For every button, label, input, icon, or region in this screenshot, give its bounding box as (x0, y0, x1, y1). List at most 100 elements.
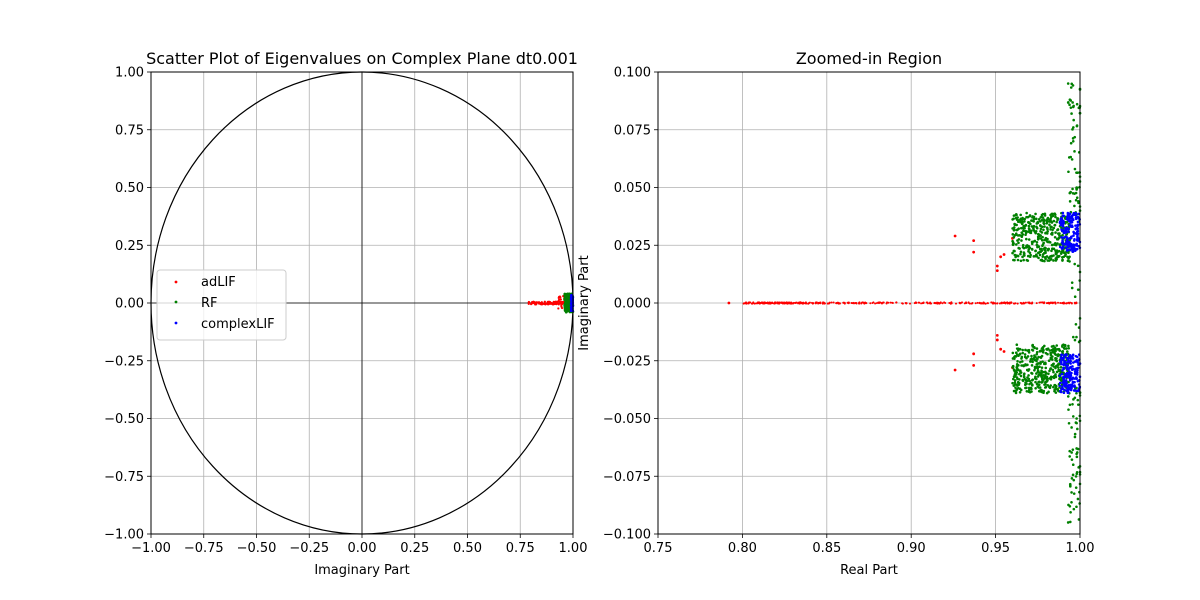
right-point-adlif (842, 301, 845, 304)
right-point-adlif (995, 264, 999, 268)
right-point-complexlif (1067, 230, 1070, 234)
right-point-rf (1045, 391, 1049, 395)
right-point-rf (1071, 128, 1074, 131)
right-point-rf (1075, 391, 1078, 395)
right-point-rf (1041, 255, 1045, 258)
right-point-rf (1068, 449, 1071, 453)
right-point-rf (1058, 243, 1062, 246)
right-point-adlif (1069, 301, 1072, 304)
right-point-complexlif (1066, 386, 1069, 390)
right-point-complexlif (1070, 215, 1074, 219)
right-point-rf (1021, 348, 1024, 352)
right-point-complexlif (1069, 359, 1073, 363)
right-point-adlif (799, 301, 802, 304)
right-point-adlif (1059, 301, 1062, 304)
right-point-rf (1054, 357, 1058, 360)
right-point-adlif (934, 302, 937, 305)
right-point-rf (1067, 344, 1070, 348)
legend: adLIF RF complexLIF (156, 269, 287, 341)
right-point-adlif (1002, 253, 1006, 256)
right-point-rf (1035, 357, 1039, 361)
right-point-rf (1074, 322, 1078, 326)
right-point-rf (1051, 355, 1054, 358)
right-point-rf (1052, 347, 1055, 351)
right-point-rf (1015, 228, 1019, 232)
left-ytick-label: 0.25 (115, 239, 144, 254)
right-point-adlif (792, 302, 795, 305)
right-point-rf (1043, 344, 1046, 348)
right-point-adlif (1065, 302, 1068, 305)
right-point-adlif (901, 302, 904, 305)
right-point-rf (1070, 458, 1074, 461)
left-ytick-label: 1.00 (115, 66, 144, 81)
right-point-rf (1063, 347, 1066, 350)
right-point-complexlif (1064, 354, 1068, 357)
right-point-rf (1027, 386, 1031, 390)
right-point-rf (1048, 349, 1052, 352)
left-point-complexlif (569, 298, 573, 302)
right-point-rf (1030, 371, 1033, 375)
right-point-rf (1061, 258, 1064, 262)
right-point-rf (1014, 386, 1017, 389)
right-point-rf (1020, 235, 1024, 238)
legend-marker-complexlif (174, 321, 178, 325)
right-point-rf (1036, 385, 1040, 388)
right-ytick-label: 0.000 (614, 297, 651, 312)
right-point-rf (1025, 211, 1028, 215)
right-point-complexlif (1074, 224, 1077, 227)
right-point-complexlif (1064, 235, 1067, 239)
right-point-rf (1052, 219, 1056, 223)
right-point-rf (1018, 387, 1022, 391)
right-point-rf (1046, 347, 1050, 350)
right-point-rf (1025, 244, 1029, 247)
right-point-rf (1053, 235, 1057, 239)
right-point-rf (1032, 227, 1035, 231)
right-point-rf (1076, 398, 1080, 402)
right-point-complexlif (1075, 232, 1078, 235)
right-point-rf (1031, 216, 1034, 219)
right-point-adlif (851, 302, 854, 305)
right-point-rf (1017, 241, 1020, 245)
right-point-adlif (1054, 301, 1057, 304)
right-point-complexlif (1071, 377, 1074, 381)
right-point-rf (1026, 369, 1030, 372)
right-point-adlif (1042, 302, 1045, 305)
right-point-rf (1052, 362, 1055, 366)
right-point-rf (1027, 351, 1031, 354)
left-xtick-label: 0.50 (453, 541, 482, 556)
legend-marker-adlif (174, 280, 178, 284)
right-point-rf (1018, 360, 1022, 364)
right-point-complexlif (1074, 217, 1078, 221)
right-point-adlif (970, 302, 973, 305)
right-point-rf (1042, 247, 1046, 251)
right-point-rf (1066, 259, 1070, 263)
right-point-rf (1048, 220, 1051, 223)
right-point-adlif (1016, 302, 1019, 305)
right-point-rf (1055, 251, 1058, 254)
right-point-rf (1034, 380, 1037, 384)
right-point-rf (1032, 220, 1035, 223)
right-point-rf (1029, 360, 1032, 363)
right-point-rf (1046, 237, 1049, 241)
right-point-rf (1048, 241, 1052, 244)
right-point-rf (1049, 384, 1053, 387)
right-point-complexlif (1075, 371, 1078, 374)
right-point-rf (1034, 386, 1037, 390)
right-point-rf (1074, 475, 1078, 478)
right-point-complexlif (1072, 245, 1075, 248)
right-point-rf (1075, 505, 1078, 509)
right-point-rf (1056, 348, 1060, 351)
right-point-complexlif (1069, 355, 1073, 358)
right-point-rf (1052, 344, 1055, 348)
right-xtick-label: 0.75 (644, 541, 673, 556)
right-point-rf (1058, 377, 1061, 381)
right-point-rf (1012, 258, 1015, 262)
right-point-rf (1038, 371, 1041, 374)
right-point-rf (1030, 390, 1033, 393)
left-point-adlif (532, 300, 535, 304)
right-point-rf (1061, 249, 1064, 253)
right-point-rf (1035, 352, 1039, 356)
right-point-rf (1076, 288, 1080, 291)
right-point-rf (1055, 220, 1058, 224)
right-point-rf (1030, 387, 1033, 391)
